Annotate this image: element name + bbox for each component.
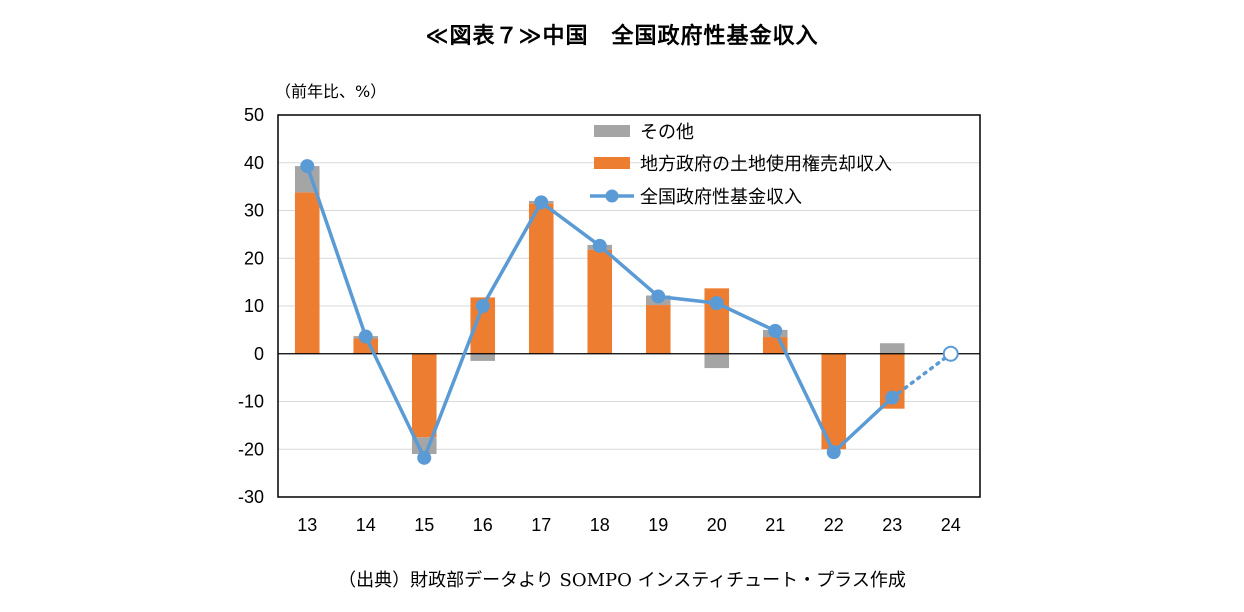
total-point [709,296,724,311]
x-tick-label: 17 [531,515,551,535]
total-point [417,450,432,465]
total-point [826,445,841,460]
total-point [651,289,666,304]
x-tick-label: 23 [882,515,902,535]
y-axis-unit-label: （前年比、%） [275,82,387,101]
y-tick-label: -30 [238,487,264,507]
x-tick-label: 20 [707,515,727,535]
legend-swatch-land-sales [594,157,630,169]
y-tick-label: 10 [244,296,264,316]
y-tick-label: 50 [244,105,264,125]
x-tick-label: 19 [648,515,668,535]
y-tick-label: 20 [244,248,264,268]
bar-other [879,343,905,354]
legend-label: その他 [640,122,694,143]
legend-label: 地方政府の土地使用権売却収入 [640,154,892,175]
bar-land-sales [645,305,671,354]
total-point-projected [942,345,959,362]
bar-land-sales [294,192,320,354]
bar-land-sales [411,353,437,438]
chart-title: ≪図表７≫中国 全国政府性基金収入 [425,24,819,49]
bar-other [704,353,730,369]
plot-border [277,114,981,498]
total-point [358,329,373,344]
total-point [592,238,607,253]
total-point [475,299,490,313]
y-tick-label: 40 [244,153,264,173]
y-tick-label: 0 [254,344,264,364]
total-point [534,195,549,210]
x-tick-label: 13 [297,515,317,535]
x-tick-label: 24 [941,515,961,535]
legend-swatch-total-marker [605,189,619,203]
bar-land-sales [528,203,554,354]
x-tick-label: 21 [765,515,785,535]
bar-land-sales [587,249,613,354]
x-tick-label: 14 [356,515,376,535]
x-tick-label: 18 [590,515,610,535]
legend-swatch-other [594,125,630,137]
x-tick-label: 15 [414,515,434,535]
legend-label: 全国政府性基金収入 [640,187,802,208]
total-point [300,159,315,174]
total-point [768,323,783,338]
source-note: （出典）財政部データより SOMPO インスティチュート・プラス作成 [338,570,906,591]
total-point [885,390,900,405]
x-tick-label: 22 [824,515,844,535]
y-tick-label: -20 [238,439,264,459]
y-tick-label: 30 [244,201,264,221]
y-tick-label: -10 [238,392,264,412]
bar-other [470,353,496,361]
x-tick-label: 16 [473,515,493,535]
